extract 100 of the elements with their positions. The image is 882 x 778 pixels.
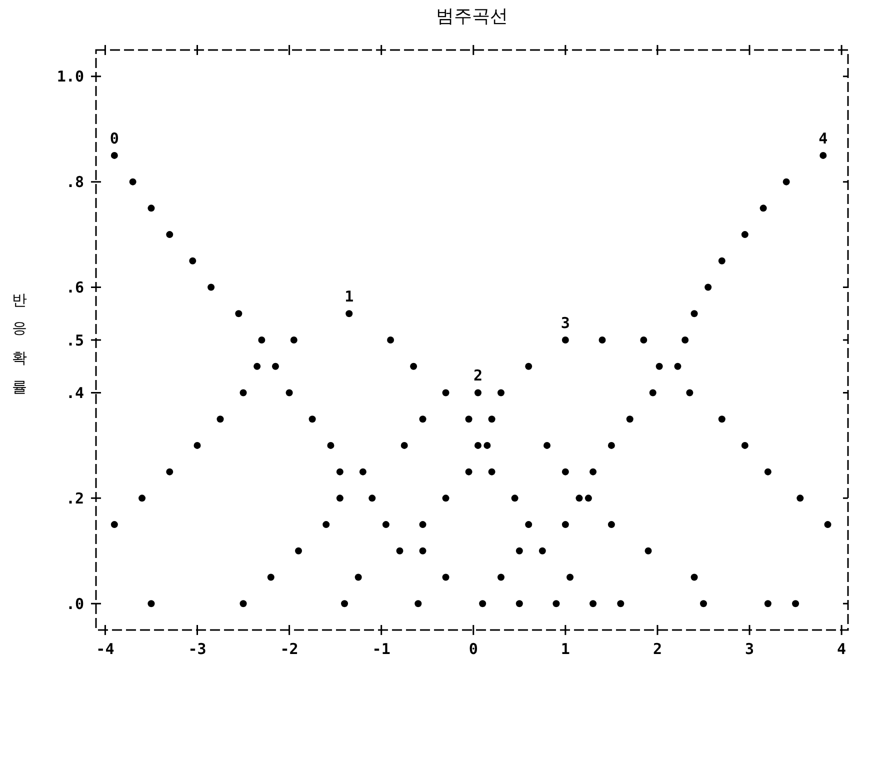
point xyxy=(497,574,504,581)
point xyxy=(240,600,247,608)
point xyxy=(129,178,136,186)
point xyxy=(656,362,663,370)
point xyxy=(796,494,804,502)
point xyxy=(576,494,583,502)
point xyxy=(308,416,316,423)
point xyxy=(649,389,656,396)
point xyxy=(566,574,574,581)
point xyxy=(346,310,353,318)
point xyxy=(525,521,532,528)
point xyxy=(552,600,560,608)
point xyxy=(782,178,790,186)
point xyxy=(626,416,634,423)
x-tick-label: -4 xyxy=(96,640,114,658)
chart-title: 범주곡선 xyxy=(436,6,508,27)
point xyxy=(516,547,523,554)
point xyxy=(138,494,146,502)
point xyxy=(690,310,698,318)
point xyxy=(718,416,726,423)
point xyxy=(442,389,450,396)
point xyxy=(240,389,247,396)
x-tick-label: -3 xyxy=(188,640,206,658)
y-tick-label: .0 xyxy=(66,594,84,613)
point xyxy=(608,442,615,449)
x-tick-label: 3 xyxy=(744,640,754,658)
point xyxy=(166,468,174,476)
point xyxy=(590,468,597,476)
point xyxy=(359,468,366,476)
point xyxy=(414,600,422,608)
point xyxy=(590,600,597,608)
point xyxy=(148,600,155,608)
point xyxy=(792,600,800,608)
point xyxy=(488,468,496,476)
point xyxy=(166,231,174,238)
y-tick-label: .4 xyxy=(66,384,84,402)
point xyxy=(538,547,546,554)
series-label: 3 xyxy=(560,314,570,332)
point xyxy=(286,389,293,396)
point xyxy=(216,416,224,423)
point xyxy=(820,152,827,159)
point xyxy=(741,231,748,238)
point xyxy=(562,468,569,476)
x-tick-label: -1 xyxy=(372,640,390,658)
y-tick-label: .5 xyxy=(66,331,84,350)
point xyxy=(419,547,426,554)
point xyxy=(272,362,279,370)
series-label: 1 xyxy=(344,288,354,306)
point xyxy=(700,600,707,608)
point xyxy=(341,600,348,608)
point xyxy=(686,389,694,396)
y-axis-title: 반응확률 xyxy=(11,282,29,398)
series-label: 2 xyxy=(473,366,482,385)
point xyxy=(258,336,266,344)
point xyxy=(410,362,418,370)
point xyxy=(704,284,712,291)
point xyxy=(525,362,532,370)
point xyxy=(189,257,196,264)
point xyxy=(562,336,569,344)
point xyxy=(479,600,486,608)
point xyxy=(474,442,482,449)
point xyxy=(690,574,698,581)
point xyxy=(382,521,390,528)
point xyxy=(148,204,155,212)
point xyxy=(640,336,648,344)
y-tick-label: .2 xyxy=(66,489,84,508)
point xyxy=(617,600,624,608)
point xyxy=(484,442,491,449)
point xyxy=(354,574,362,581)
point xyxy=(608,521,615,528)
point xyxy=(442,494,450,502)
point xyxy=(718,257,726,264)
point xyxy=(254,362,261,370)
point xyxy=(824,521,832,528)
y-tick-label: .8 xyxy=(66,173,84,192)
point xyxy=(674,362,682,370)
point xyxy=(497,389,504,396)
point xyxy=(294,547,302,554)
point xyxy=(644,547,652,554)
point xyxy=(110,521,118,528)
point xyxy=(336,468,344,476)
y-tick-label: 1.0 xyxy=(56,68,84,86)
x-tick-label: -2 xyxy=(280,640,298,658)
point xyxy=(764,468,772,476)
x-tick-label: 4 xyxy=(837,640,846,658)
point xyxy=(110,152,118,159)
point xyxy=(194,442,201,449)
point xyxy=(465,416,472,423)
series-label: 0 xyxy=(110,129,119,148)
point xyxy=(598,336,606,344)
point xyxy=(267,574,274,581)
point xyxy=(419,416,426,423)
point xyxy=(368,494,376,502)
point xyxy=(682,336,689,344)
point xyxy=(419,521,426,528)
point xyxy=(327,442,334,449)
point xyxy=(516,600,523,608)
point xyxy=(387,336,394,344)
x-tick-label: 0 xyxy=(468,640,478,658)
point xyxy=(465,468,472,476)
